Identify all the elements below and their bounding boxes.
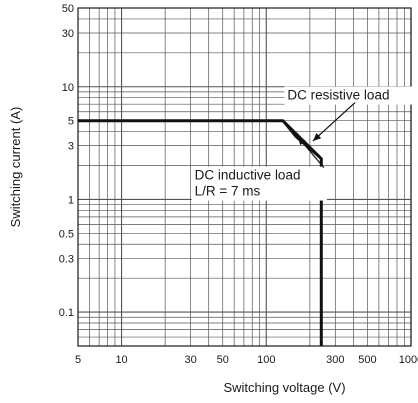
y-tick-label: 0.1	[59, 307, 74, 319]
y-tick-label: 5	[68, 116, 74, 128]
plot-frame	[77, 7, 412, 347]
y-tick-label: 1	[68, 194, 74, 206]
annotation-arrowhead	[312, 133, 322, 141]
y-tick-label: 0.5	[59, 228, 74, 240]
annotation-label: DC inductive load	[195, 168, 301, 183]
annotation-label: L/R = 7 ms	[195, 184, 261, 199]
annotation-background	[191, 166, 327, 201]
annotation-background	[284, 86, 418, 105]
y-tick-label: 30	[62, 28, 74, 40]
annotation-arrow	[312, 102, 356, 142]
x-tick-label: 10	[115, 354, 127, 366]
y-tick-label: 10	[62, 82, 74, 94]
y-tick-label: 3	[68, 141, 74, 153]
y-tick-label: 50	[62, 3, 74, 15]
x-axis-title: Switching voltage (V)	[223, 380, 345, 395]
annotation-label: DC resistive load	[287, 88, 389, 103]
x-tick-label: 50	[217, 354, 229, 366]
y-tick-label: 0.3	[59, 253, 74, 265]
series-line-2	[78, 119, 323, 346]
x-tick-label: 100	[257, 354, 275, 366]
y-axis-title: Switching current (A)	[8, 107, 23, 228]
x-tick-label: 5	[75, 354, 81, 366]
x-tick-label: 500	[358, 354, 376, 366]
x-tick-label: 300	[326, 354, 344, 366]
annotation-arrowhead	[297, 136, 306, 146]
x-tick-label: 30	[184, 354, 196, 366]
